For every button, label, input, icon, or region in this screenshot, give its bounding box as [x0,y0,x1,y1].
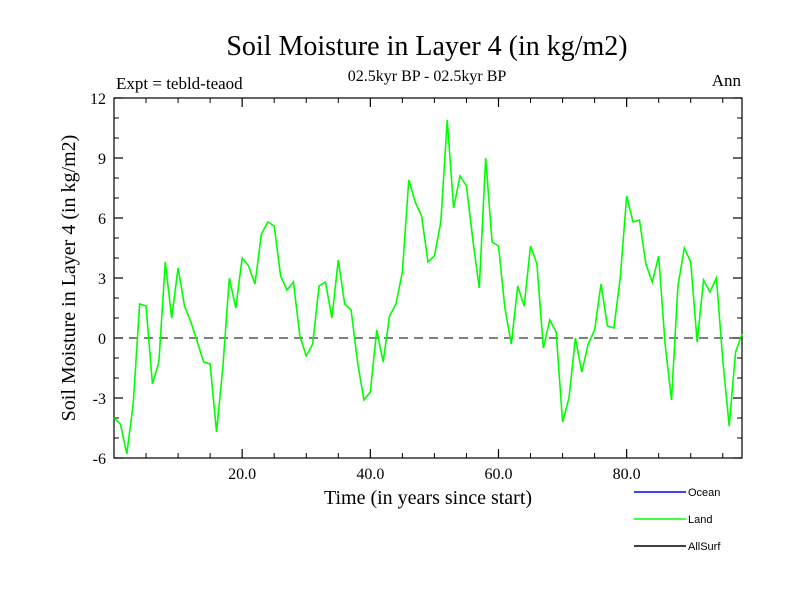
legend-label-allsurf: AllSurf [688,541,721,553]
y-axis-label: Soil Moisture in Layer 4 (in kg/m2) [58,135,80,422]
x-tick-label: 20.0 [228,466,256,483]
y-tick-label: -6 [93,451,106,468]
y-tick-label: 12 [90,91,106,108]
y-tick-label: 6 [98,211,106,228]
chart-title: Soil Moisture in Layer 4 (in kg/m2) [226,31,627,62]
x-tick-label: 60.0 [484,466,512,483]
y-tick-label: 9 [98,151,106,168]
x-axis: 20.0 40.0 60.0 80.0 [145,98,724,483]
chart-subtitle: 02.5kyr BP - 02.5kyr BP [348,68,507,85]
x-tick-label: 80.0 [613,466,641,483]
series-layer [113,119,743,455]
y-tick-label: 3 [98,271,106,288]
plot-frame [113,97,743,459]
plot-area: -6 -3 0 3 6 9 12 20.0 40.0 60.0 80.0 [90,91,743,483]
experiment-annotation: Expt = tebld-teaod [116,74,243,93]
y-axis: -6 -3 0 3 6 9 12 [90,91,742,468]
series-line-land [113,119,743,455]
y-tick-label: -3 [93,391,106,408]
y-tick-label: 0 [98,331,106,348]
legend: Ocean Land AllSurf [634,487,721,553]
legend-label-land: Land [688,514,712,526]
legend-label-ocean: Ocean [688,487,720,499]
x-tick-label: 40.0 [356,466,384,483]
x-axis-label: Time (in years since start) [324,487,532,509]
season-annotation: Ann [712,71,742,90]
